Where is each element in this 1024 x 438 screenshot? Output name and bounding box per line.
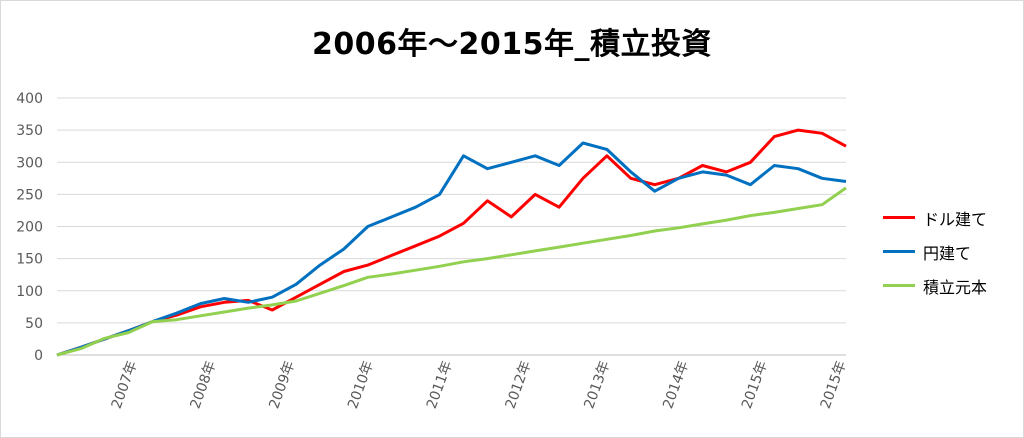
legend-swatch-yen	[883, 250, 915, 253]
x-tick-label: 2010年	[345, 359, 377, 411]
y-tick-label: 400	[16, 91, 43, 107]
chart-title: 2006年～2015年_積立投資	[312, 27, 712, 62]
y-tick-label: 250	[16, 187, 43, 203]
x-tick-label: 2007年	[109, 359, 141, 411]
x-tick-label: 2012年	[503, 359, 535, 411]
legend-label-dollar: ドル建て	[923, 210, 988, 229]
legend-swatch-dollar	[883, 216, 915, 219]
legend-swatch-principal	[883, 284, 915, 287]
y-tick-label: 100	[16, 284, 43, 300]
y-tick-label: 200	[16, 220, 43, 236]
x-tick-label: 2013年	[581, 359, 613, 411]
x-tick-label: 2008年	[188, 359, 220, 411]
y-tick-label: 300	[16, 155, 43, 171]
legend-label-principal: 積立元本	[923, 278, 988, 297]
x-tick-label: 2015年	[739, 359, 771, 411]
series-line-dollar	[56, 128, 847, 357]
x-tick-label: 2015年	[818, 359, 850, 411]
y-tick-label: 350	[16, 123, 43, 139]
y-tick-label: 50	[25, 316, 43, 332]
legend-label-yen: 円建て	[923, 244, 972, 263]
x-tick-label: 2014年	[660, 359, 692, 411]
x-tick-label: 2011年	[424, 359, 456, 411]
y-tick-label: 0	[34, 348, 43, 364]
series-line-yen	[56, 141, 847, 357]
x-tick-label: 2009年	[266, 359, 298, 411]
y-tick-label: 150	[16, 252, 43, 268]
series-line-principal	[56, 186, 847, 357]
